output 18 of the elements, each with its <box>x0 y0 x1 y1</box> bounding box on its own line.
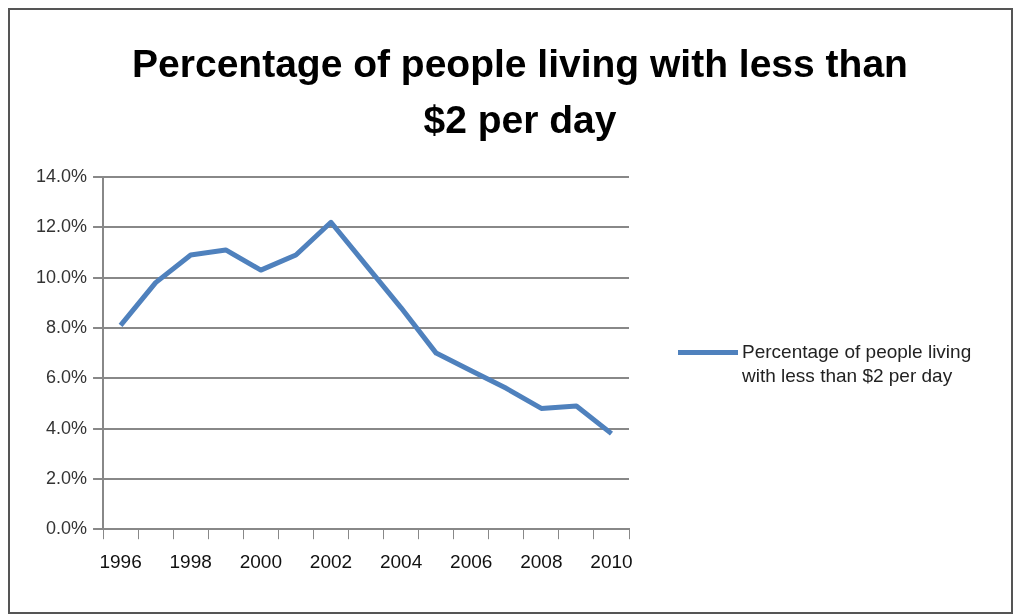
x-tick-label: 1996 <box>99 550 142 572</box>
x-tick-label: 1998 <box>169 550 212 572</box>
x-tick-label: 2004 <box>379 550 423 572</box>
x-tick-label: 2002 <box>309 550 353 572</box>
x-tick-label: 2008 <box>520 550 563 572</box>
y-tick-label: 4.0% <box>46 417 88 438</box>
y-tick-label: 8.0% <box>46 316 88 337</box>
y-tick-label: 6.0% <box>46 367 88 388</box>
x-tick-label: 2010 <box>590 550 633 572</box>
y-tick-label: 0.0% <box>46 518 88 539</box>
y-tick-label: 12.0% <box>35 216 88 237</box>
x-tick-label: 2000 <box>239 550 282 572</box>
legend-label: Percentage of people living with less than $2 per day <box>742 340 973 388</box>
y-tick-label: 2.0% <box>46 467 88 488</box>
y-tick-label: 10.0% <box>35 266 88 287</box>
x-tick-label: 2006 <box>450 550 493 572</box>
chart-title: Percentage of people living with less than $2 per day <box>131 41 909 143</box>
y-tick-label: 14.0% <box>35 165 88 186</box>
